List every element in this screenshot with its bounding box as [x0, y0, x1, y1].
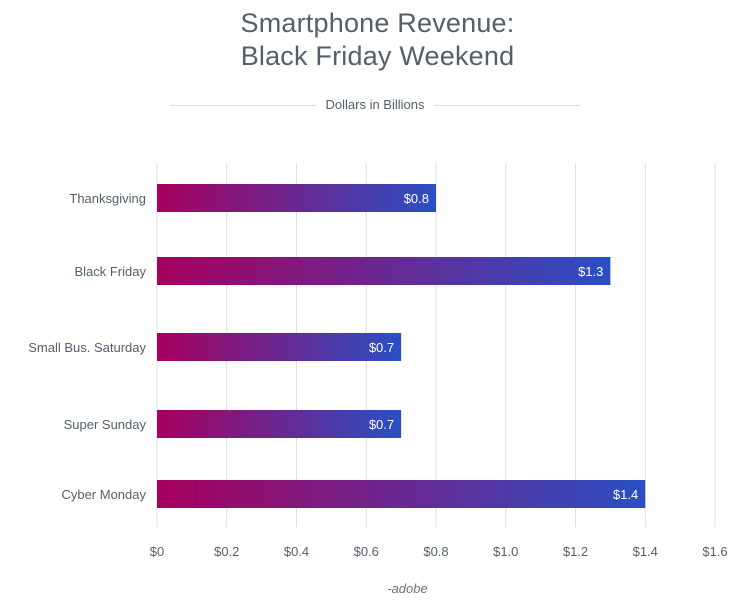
bar [157, 257, 611, 285]
bar [157, 410, 402, 438]
chart-subtitle-row: Dollars in Billions [170, 97, 580, 112]
chart-subtitle-container: Dollars in Billions [170, 96, 580, 116]
x-tick-label: $0.6 [354, 544, 379, 559]
chart-title-line-1: Smartphone Revenue: [240, 8, 515, 38]
x-tick-label: $0.4 [284, 544, 309, 559]
bar [157, 333, 402, 361]
category-label: Thanksgiving [69, 191, 146, 206]
category-label: Super Sunday [64, 417, 147, 432]
category-label: Cyber Monday [61, 487, 146, 502]
bar-data-label: $0.7 [369, 417, 394, 432]
x-tick-label: $0.8 [423, 544, 448, 559]
x-tick-label: $1.4 [633, 544, 658, 559]
bar-data-label: $0.8 [404, 191, 429, 206]
x-tick-label: $0.2 [214, 544, 239, 559]
category-label: Small Bus. Saturday [28, 340, 146, 355]
source-note: -adobe [387, 581, 428, 596]
bar-data-label: $0.7 [369, 340, 394, 355]
category-label: Black Friday [74, 264, 146, 279]
x-tick-label: $1.0 [493, 544, 518, 559]
x-tick-label: $1.2 [563, 544, 588, 559]
bar [157, 480, 646, 508]
bar-data-label: $1.4 [613, 487, 638, 502]
bar-data-label: $1.3 [578, 264, 603, 279]
x-tick-label: $0 [150, 544, 164, 559]
chart-subtitle: Dollars in Billions [315, 97, 435, 112]
bar [157, 184, 436, 212]
chart-title-line-2: Black Friday Weekend [240, 41, 515, 71]
x-tick-label: $1.6 [702, 544, 727, 559]
